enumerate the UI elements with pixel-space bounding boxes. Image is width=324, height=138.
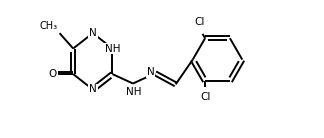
Text: Cl: Cl <box>195 17 205 27</box>
Text: CH₃: CH₃ <box>40 21 58 31</box>
Text: NH: NH <box>126 87 142 97</box>
Text: O: O <box>49 69 57 79</box>
Text: N: N <box>89 28 97 38</box>
Text: NH: NH <box>105 43 120 54</box>
Text: N: N <box>89 84 97 95</box>
Text: Cl: Cl <box>200 92 210 102</box>
Text: N: N <box>146 67 154 77</box>
